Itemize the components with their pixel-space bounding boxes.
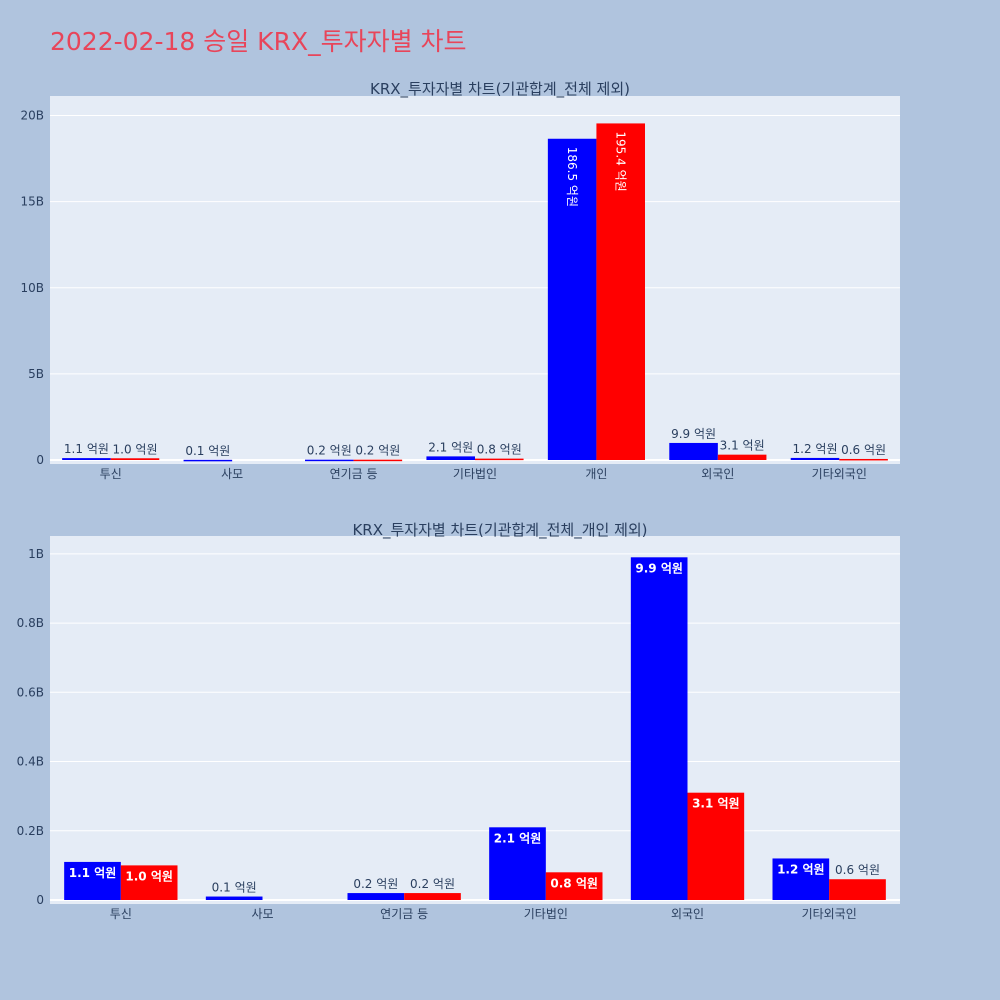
bar bbox=[772, 858, 830, 900]
bar bbox=[205, 896, 263, 900]
bar-label: 0.8 억원 bbox=[477, 443, 522, 457]
x-tick-label: 연기금 등 bbox=[330, 467, 378, 481]
bar-label: 2.1 억원 bbox=[428, 440, 473, 454]
bar-label: 1.2 억원 bbox=[777, 862, 825, 876]
x-tick-label: 투신 bbox=[110, 907, 132, 921]
y-tick-label: 0 bbox=[36, 893, 44, 907]
x-tick-label: 외국인 bbox=[701, 467, 734, 481]
bar bbox=[183, 459, 233, 462]
x-tick-label: 기타법인 bbox=[453, 467, 497, 481]
y-tick-label: 10B bbox=[20, 281, 44, 295]
bar bbox=[426, 456, 475, 460]
bar bbox=[120, 865, 178, 900]
bar bbox=[687, 792, 745, 900]
y-tick-label: 15B bbox=[20, 195, 44, 209]
plot-area-bottom bbox=[50, 536, 900, 904]
bar bbox=[475, 458, 524, 461]
bar bbox=[596, 123, 645, 460]
bar-label: 0.2 억원 bbox=[307, 444, 352, 458]
bar bbox=[489, 827, 546, 900]
bar-label: 9.9 억원 bbox=[671, 427, 716, 441]
y-tick-label: 0.8B bbox=[17, 616, 44, 630]
bar-label: 9.9 억원 bbox=[635, 561, 683, 575]
bar-label: 3.1 억원 bbox=[720, 439, 765, 453]
x-tick-label: 기타외국인 bbox=[802, 907, 857, 921]
bar-label: 0.1 억원 bbox=[212, 881, 257, 895]
plot-area-top bbox=[50, 96, 900, 464]
bar-label: 0.1 억원 bbox=[185, 444, 230, 458]
chart-top-title: KRX_투자자별 차트(기관합계_전체 제외) bbox=[370, 80, 630, 99]
y-tick-label: 0 bbox=[36, 453, 44, 467]
bar bbox=[545, 872, 603, 900]
x-tick-label: 투신 bbox=[100, 467, 122, 481]
bar bbox=[305, 459, 354, 462]
bar-label: 195.4 억원 bbox=[614, 131, 628, 191]
bar-label: 0.2 억원 bbox=[355, 444, 400, 458]
bar-label: 2.1 억원 bbox=[494, 831, 542, 845]
bar bbox=[110, 458, 160, 460]
bar bbox=[829, 879, 886, 900]
x-tick-label: 개인 bbox=[585, 467, 607, 481]
bar-label: 1.0 억원 bbox=[113, 442, 158, 456]
bar bbox=[669, 442, 718, 460]
y-tick-label: 1B bbox=[28, 547, 44, 561]
x-tick-label: 사모 bbox=[251, 907, 273, 921]
y-tick-label: 0.4B bbox=[17, 755, 44, 769]
bar bbox=[790, 457, 840, 460]
x-tick-label: 외국인 bbox=[671, 907, 704, 921]
bar-label: 0.6 억원 bbox=[835, 863, 880, 877]
bar bbox=[547, 138, 597, 460]
chart-top: KRX_투자자별 차트(기관합계_전체 제외) 0 5B 10B 15B 20B 투신 사모… bbox=[20, 80, 900, 481]
chart-bottom-title: KRX_투자자별 차트(기관합계_전체_개인 제외) bbox=[352, 521, 647, 540]
y-tick-label: 20B bbox=[20, 109, 44, 123]
bar-label: 1.0 억원 bbox=[125, 869, 173, 883]
y-tick-label: 5B bbox=[28, 367, 44, 381]
bar-label: 0.2 억원 bbox=[410, 877, 455, 891]
x-tick-label: 사모 bbox=[221, 467, 243, 481]
bar bbox=[62, 458, 111, 460]
bar-label: 0.6 억원 bbox=[841, 443, 886, 457]
bar-label: 1.2 억원 bbox=[793, 442, 838, 456]
y-tick-label: 0.2B bbox=[17, 824, 44, 838]
bar-label: 1.1 억원 bbox=[69, 866, 117, 880]
x-tick-label: 연기금 등 bbox=[380, 907, 428, 921]
bar-label: 0.8 억원 bbox=[550, 876, 598, 890]
bar-label: 0.2 억원 bbox=[353, 877, 398, 891]
x-tick-label: 기타외국인 bbox=[812, 467, 867, 481]
page-title: 2022-02-18 승일 KRX_투자자별 차트 bbox=[50, 27, 467, 56]
bar-label: 3.1 억원 bbox=[692, 797, 740, 811]
x-tick-label: 기타법인 bbox=[524, 907, 568, 921]
bar bbox=[717, 454, 767, 460]
y-tick-label: 0.6B bbox=[17, 685, 44, 699]
bar bbox=[630, 557, 688, 900]
bar bbox=[347, 893, 405, 900]
bar bbox=[404, 893, 461, 900]
bar-label: 186.5 억원 bbox=[565, 147, 579, 207]
bar bbox=[839, 458, 888, 461]
bar bbox=[64, 861, 121, 900]
bar-label: 1.1 억원 bbox=[64, 442, 109, 456]
bar bbox=[353, 459, 403, 462]
chart-bottom: KRX_투자자별 차트(기관합계_전체_개인 제외) 0 0.2B 0.4B 0.6B… bbox=[17, 521, 900, 921]
